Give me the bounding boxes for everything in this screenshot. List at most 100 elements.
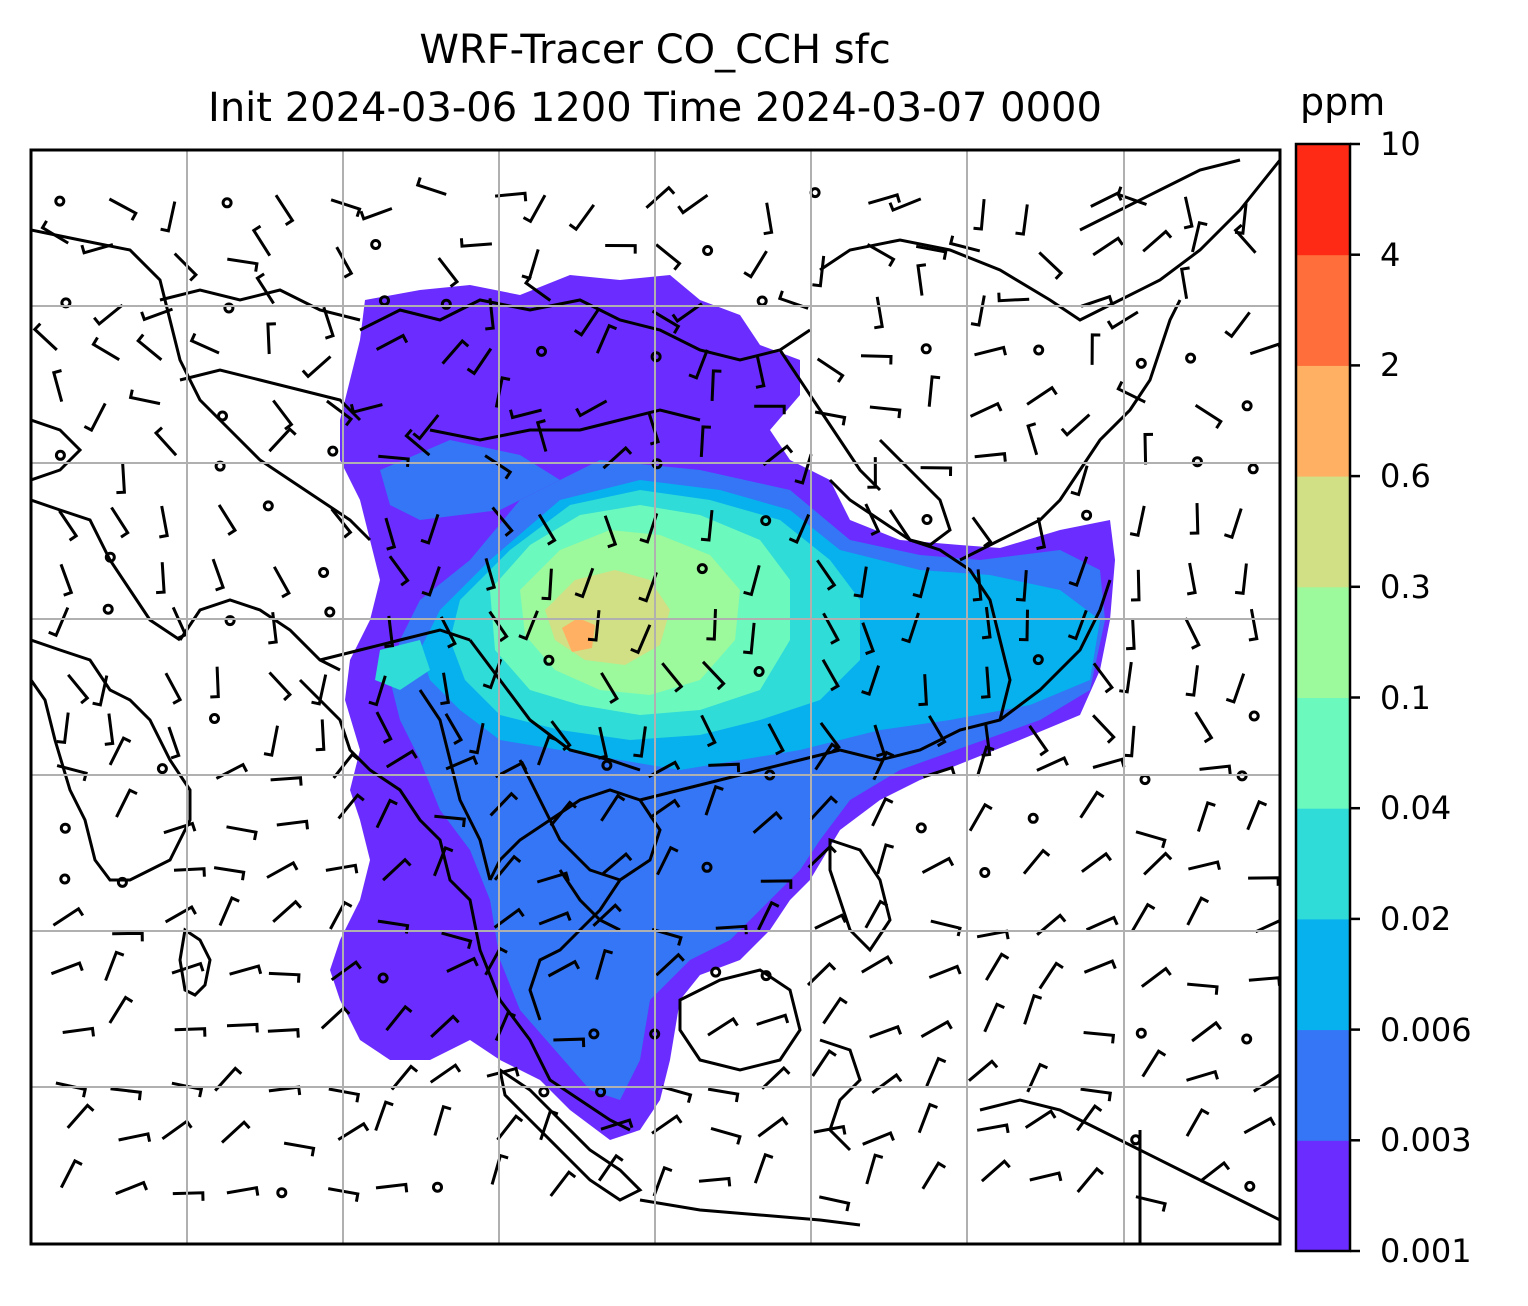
wind-barb xyxy=(83,402,107,433)
wind-barb xyxy=(320,1005,351,1030)
wind-barb xyxy=(587,610,601,642)
wind-barb xyxy=(743,250,768,279)
wind-barb xyxy=(1081,851,1112,873)
wind-barb xyxy=(1129,505,1146,537)
wind-barb xyxy=(1036,756,1069,772)
wind-barb xyxy=(173,867,206,877)
wind-barb xyxy=(270,776,303,786)
wind-barb xyxy=(603,515,618,549)
colorbar-segment xyxy=(1296,1140,1350,1252)
wind-barb xyxy=(1036,517,1047,551)
wind-barb xyxy=(329,900,353,930)
border-caspian xyxy=(31,418,83,482)
wind-barb xyxy=(819,722,841,753)
wind-barb xyxy=(104,713,115,746)
calm-wind-marker xyxy=(915,822,927,834)
wind-barb xyxy=(925,1056,947,1087)
wind-barb xyxy=(602,851,633,875)
wind-barb xyxy=(575,399,608,418)
wind-barb xyxy=(1141,1049,1167,1078)
wind-barb xyxy=(91,336,120,361)
wind-barb xyxy=(707,1087,740,1103)
wind-barb xyxy=(1026,1062,1049,1093)
wind-barb xyxy=(115,788,138,818)
wind-barb xyxy=(104,950,125,982)
wind-barb xyxy=(518,610,539,641)
wind-barb xyxy=(374,1100,394,1131)
wind-barb xyxy=(93,303,124,327)
wind-barb xyxy=(440,672,451,706)
wind-barb xyxy=(1119,661,1133,694)
wind-barb xyxy=(384,517,397,551)
wind-barb xyxy=(806,961,837,987)
wind-barb xyxy=(922,765,956,779)
wind-barb xyxy=(1246,799,1268,831)
wind-barb xyxy=(62,1026,95,1037)
coastline-korea xyxy=(878,438,952,547)
map-title-line1: WRF-Tracer CO_CCH sfc xyxy=(419,27,891,73)
wind-barb xyxy=(921,856,955,874)
wind-barb xyxy=(118,1132,152,1143)
wind-barb xyxy=(469,722,485,755)
colorbar-unit: ppm xyxy=(1300,80,1386,124)
wind-barb xyxy=(1038,251,1064,280)
wind-barb xyxy=(1022,848,1051,875)
wind-barb xyxy=(159,505,169,539)
wind-barb xyxy=(272,399,294,431)
calm-wind-marker xyxy=(1244,1180,1256,1192)
calm-wind-marker xyxy=(156,763,168,775)
wind-barb xyxy=(1076,1104,1103,1132)
wind-barb xyxy=(762,444,794,467)
wind-barb xyxy=(1029,1171,1063,1182)
wind-barb xyxy=(441,931,473,950)
wind-barb xyxy=(128,389,161,406)
calm-wind-marker xyxy=(1032,654,1044,666)
wind-barb xyxy=(661,662,684,693)
wind-barb xyxy=(171,606,188,640)
calm-wind-marker xyxy=(650,351,662,363)
wind-barb xyxy=(332,752,360,779)
wind-barb xyxy=(763,202,774,236)
wind-barb xyxy=(866,243,896,268)
wind-barb xyxy=(268,1085,302,1096)
wind-barb xyxy=(974,345,1007,357)
wind-barb xyxy=(80,243,114,255)
wind-barb xyxy=(494,760,528,779)
wind-barb xyxy=(1024,1109,1057,1129)
colorbar-segment xyxy=(1296,697,1350,809)
calm-wind-marker xyxy=(324,606,336,618)
map-title-line2: Init 2024-03-06 1200 Time 2024-03-07 000… xyxy=(208,85,1102,131)
calm-wind-marker xyxy=(370,239,382,250)
wind-barb xyxy=(272,566,291,599)
calm-wind-marker xyxy=(1241,1033,1253,1045)
calm-wind-marker xyxy=(1135,1027,1147,1039)
colorbar-tick-label: 0.1 xyxy=(1380,678,1431,717)
colorbar-tick-label: 2 xyxy=(1380,346,1401,385)
wind-barb xyxy=(489,791,519,817)
wind-barb xyxy=(699,425,711,457)
calm-wind-marker xyxy=(1247,463,1259,475)
coastline-philippines xyxy=(828,837,892,953)
wind-barb xyxy=(156,562,166,595)
wind-barb xyxy=(375,333,409,351)
calm-wind-marker xyxy=(756,295,768,307)
wind-barb xyxy=(661,1085,693,1103)
wind-barb xyxy=(537,513,557,546)
wind-barb xyxy=(1194,711,1214,744)
wind-barb xyxy=(1187,982,1219,995)
wind-barb xyxy=(1233,223,1257,254)
wind-barb xyxy=(822,996,848,1025)
calm-wind-marker xyxy=(701,861,713,873)
wind-barb xyxy=(985,952,1010,981)
map-plot-area xyxy=(31,158,1280,1244)
wind-barb xyxy=(1191,1020,1222,1043)
wind-barb xyxy=(434,814,466,828)
wind-barb xyxy=(928,715,947,748)
wind-barb xyxy=(136,333,163,361)
wind-barb xyxy=(816,357,845,383)
wind-barb xyxy=(970,295,986,327)
wind-barb xyxy=(375,711,393,744)
wind-barb xyxy=(757,900,780,931)
wind-barb xyxy=(1026,422,1039,456)
wind-barb xyxy=(600,793,626,822)
